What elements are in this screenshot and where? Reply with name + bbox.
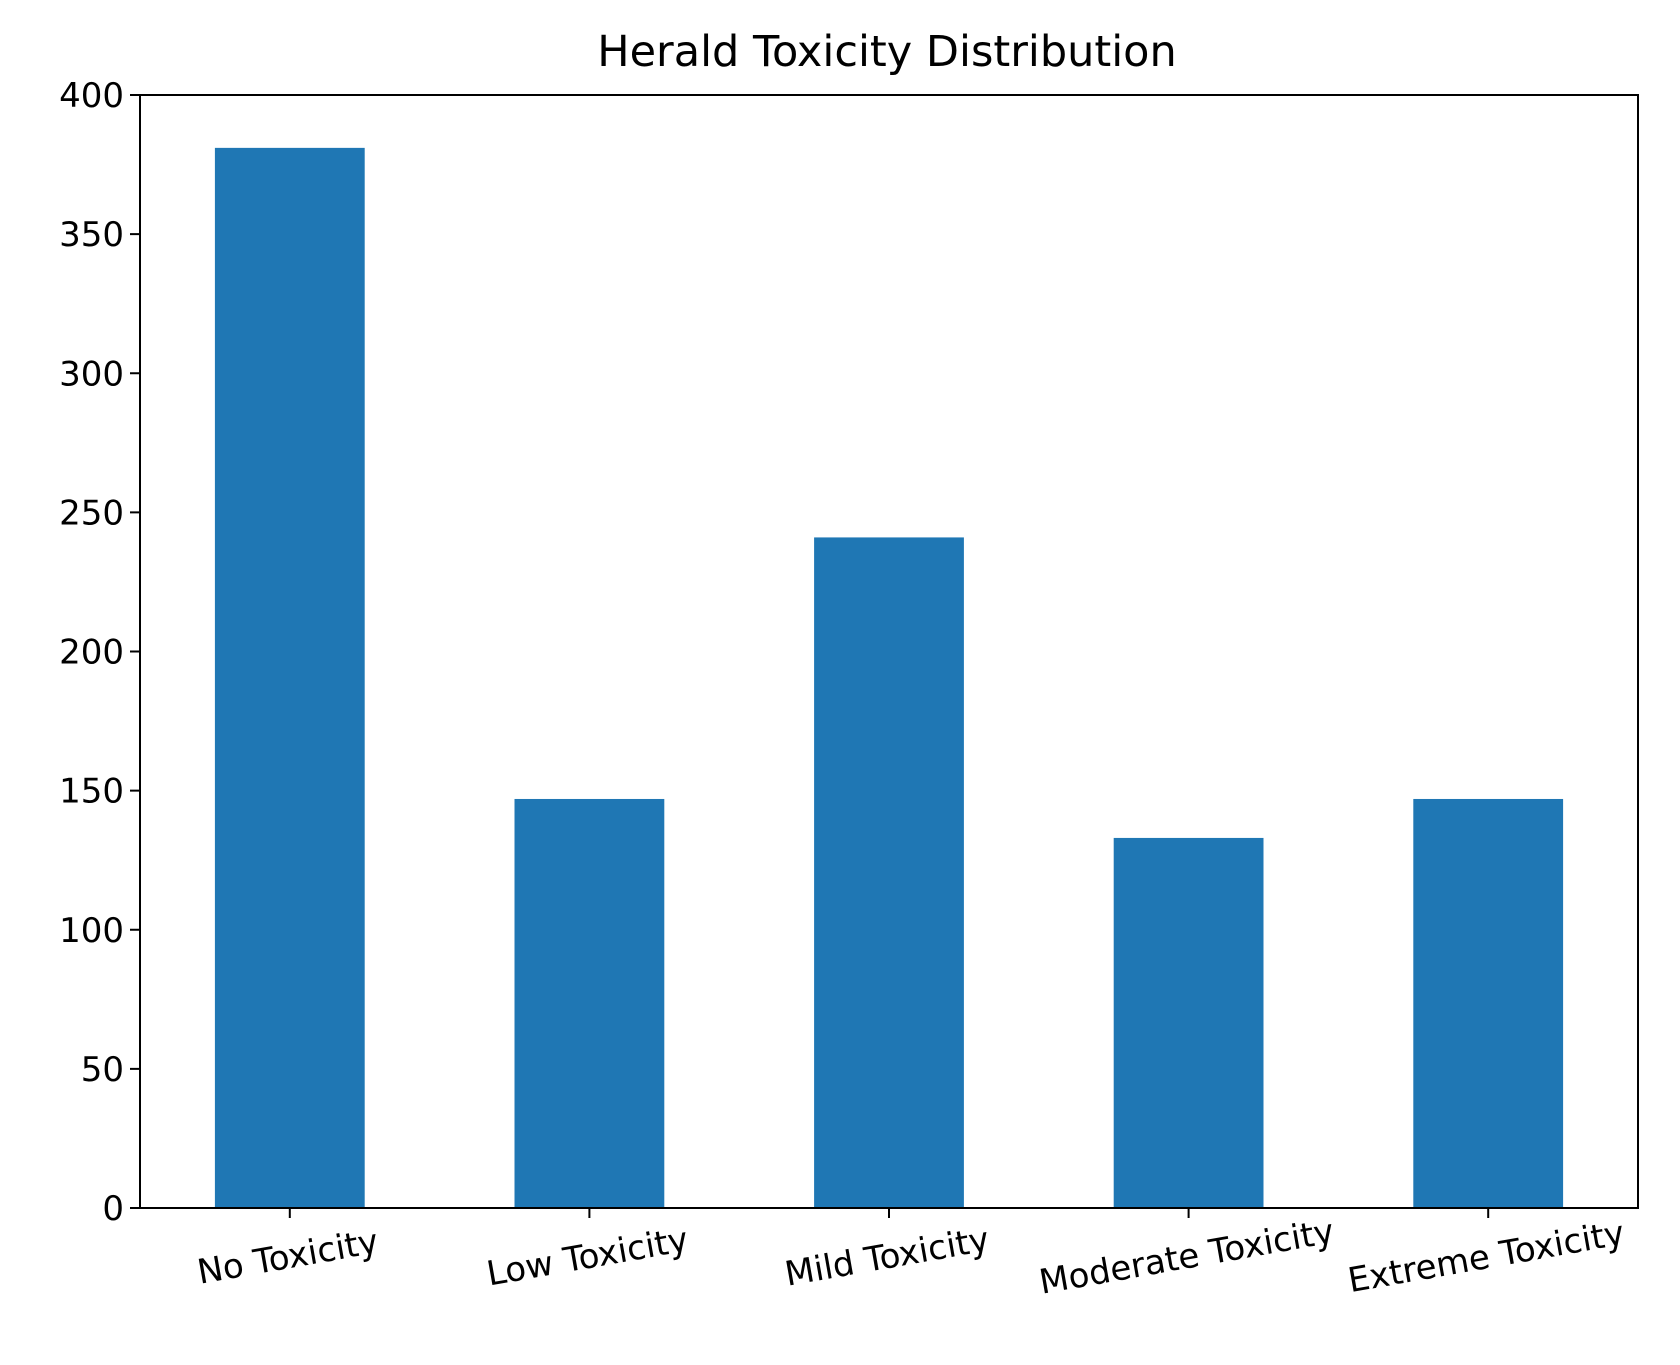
ytick-label: 0 xyxy=(102,1189,124,1229)
xtick-label: No Toxicity xyxy=(194,1222,381,1293)
bar-low-toxicity xyxy=(514,798,665,1208)
bar-moderate-toxicity xyxy=(1113,837,1264,1208)
ytick-label: 400 xyxy=(59,76,124,116)
xtick-label: Moderate Toxicity xyxy=(1036,1212,1337,1303)
ytick-label: 100 xyxy=(59,911,124,951)
ytick-label: 50 xyxy=(81,1050,124,1090)
ytick-label: 300 xyxy=(59,354,124,394)
bar-mild-toxicity xyxy=(814,537,964,1208)
bar-no-toxicity xyxy=(214,147,365,1208)
xtick-label: Low Toxicity xyxy=(484,1220,692,1295)
bar-extreme-toxicity xyxy=(1413,798,1564,1208)
ytick-label: 150 xyxy=(59,772,124,812)
xtick-label: Extreme Toxicity xyxy=(1345,1213,1628,1301)
ytick-label: 350 xyxy=(59,215,124,255)
xtick-label: Mild Toxicity xyxy=(782,1220,992,1295)
ytick-label: 200 xyxy=(59,633,124,673)
ytick-label: 250 xyxy=(59,493,124,533)
plot-area: 0 50 100 150 200 250 300 350 400 No Toxicity Low T… xyxy=(59,76,1639,1303)
chart-title: Herald Toxicity Distribution xyxy=(597,27,1177,77)
